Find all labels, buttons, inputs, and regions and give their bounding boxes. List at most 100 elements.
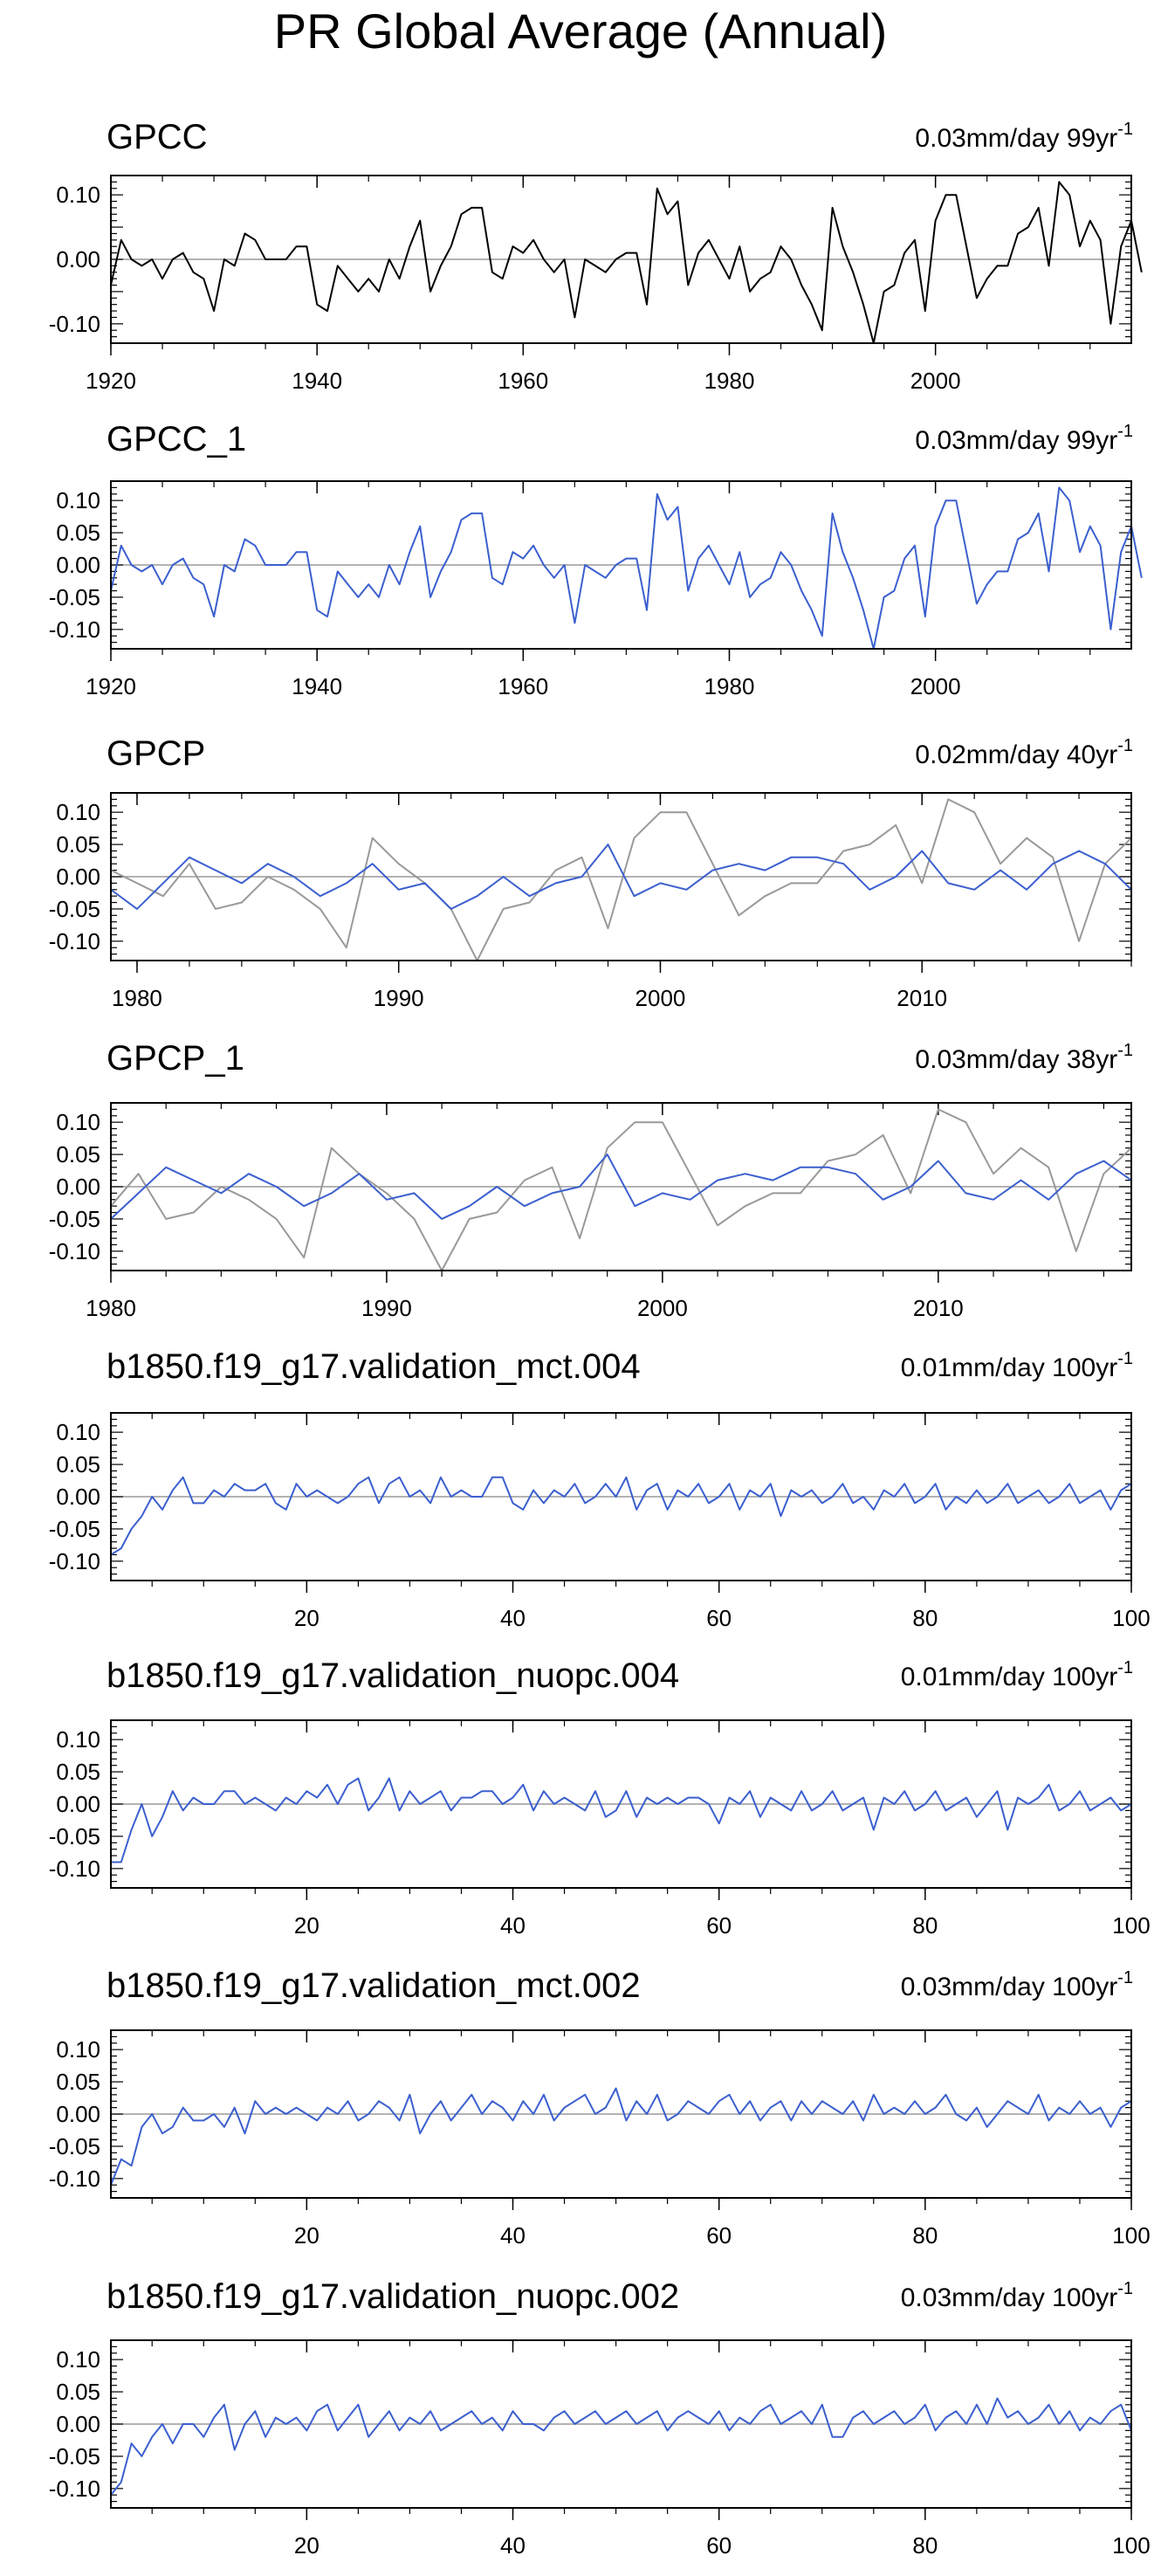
series-line-1 bbox=[110, 798, 1132, 961]
series-line-1 bbox=[110, 2087, 1132, 2186]
trend-label: 0.01mm/day 100yr-1 bbox=[901, 1658, 1133, 1691]
panel-title: GPCP bbox=[106, 734, 205, 773]
trend-value: 0.03mm/day 99yr bbox=[915, 124, 1117, 153]
x-tick-label: 80 bbox=[912, 2532, 938, 2559]
series-line-1 bbox=[111, 1777, 1132, 1863]
x-tick-label: 2000 bbox=[910, 673, 961, 699]
y-tick-label: -0.10 bbox=[49, 616, 100, 643]
y-tick-label: 0.05 bbox=[56, 1451, 100, 1477]
trend-label: 0.01mm/day 100yr-1 bbox=[901, 1349, 1133, 1382]
trend-value: 0.01mm/day 100yr bbox=[901, 1663, 1117, 1691]
y-tick-label: 0.10 bbox=[56, 1109, 100, 1135]
y-tick-label: 0.00 bbox=[56, 864, 100, 890]
y-tick-label: -0.05 bbox=[49, 1516, 100, 1542]
x-tick-label: 100 bbox=[1112, 2532, 1150, 2559]
x-tick-label: 100 bbox=[1112, 1605, 1150, 1631]
x-tick-label: 60 bbox=[706, 1605, 732, 1631]
series-line-2 bbox=[110, 1154, 1132, 1220]
x-tick-label: 40 bbox=[500, 2532, 526, 2559]
trend-label: 0.03mm/day 100yr-1 bbox=[901, 2279, 1133, 2312]
plot-frame bbox=[110, 480, 1132, 650]
x-tick-label: 2010 bbox=[913, 1295, 964, 1321]
x-tick-label: 60 bbox=[706, 2532, 732, 2559]
x-tick-label: 1940 bbox=[292, 673, 342, 699]
y-tick-label: -0.10 bbox=[49, 1238, 100, 1264]
panel-title: b1850.f19_g17.validation_nuopc.002 bbox=[106, 2277, 679, 2316]
chart-panel-1: GPCC 0.03mm/day 99yr-1 0.10 0.00 -0.10 1920 19… bbox=[49, 118, 1143, 394]
x-tick-label: 80 bbox=[912, 2222, 938, 2249]
y-tick-label: 0.05 bbox=[56, 520, 100, 546]
chart-panel-5: b1850.f19_g17.validation_mct.004 0.01mm/d… bbox=[49, 1347, 1151, 1631]
y-tick-label: 0.00 bbox=[56, 552, 100, 578]
trend-exponent: -1 bbox=[1117, 736, 1133, 755]
chart-panel-7: b1850.f19_g17.validation_mct.002 0.03mm/d… bbox=[49, 1966, 1151, 2249]
series-line-2 bbox=[110, 844, 1132, 910]
y-tick-label: -0.10 bbox=[49, 928, 100, 954]
panel-title: b1850.f19_g17.validation_nuopc.004 bbox=[106, 1656, 679, 1695]
plot-frame bbox=[110, 1719, 1132, 1889]
x-tick-label: 1960 bbox=[498, 368, 548, 394]
x-tick-label: 80 bbox=[912, 1605, 938, 1631]
trend-value: 0.01mm/day 100yr bbox=[901, 1353, 1117, 1382]
trend-label: 0.03mm/day 100yr-1 bbox=[901, 1968, 1133, 2001]
trend-label: 0.03mm/day 99yr-1 bbox=[915, 120, 1133, 153]
y-tick-label: 0.00 bbox=[56, 246, 100, 272]
x-tick-label: 20 bbox=[294, 1605, 319, 1631]
y-tick-label: 0.05 bbox=[56, 1759, 100, 1785]
y-tick-label: 0.05 bbox=[56, 2379, 100, 2405]
series-line-1 bbox=[110, 181, 1143, 344]
x-tick-label: 60 bbox=[706, 1912, 732, 1939]
y-tick-label: 0.05 bbox=[56, 1141, 100, 1167]
trend-label: 0.03mm/day 99yr-1 bbox=[915, 422, 1133, 455]
x-tick-label: 100 bbox=[1112, 1912, 1150, 1939]
y-tick-label: 0.10 bbox=[56, 487, 100, 513]
x-tick-label: 1940 bbox=[292, 368, 342, 394]
series-line-1 bbox=[110, 486, 1143, 650]
plot-frame bbox=[110, 1412, 1132, 1581]
chart-panel-4: GPCP_1 0.03mm/day 38yr-1 0.10 0.05 0.00 -0.05… bbox=[49, 1039, 1133, 1321]
x-tick-label: 20 bbox=[294, 1912, 319, 1939]
y-tick-label: -0.10 bbox=[49, 2166, 100, 2192]
y-tick-label: -0.10 bbox=[49, 311, 100, 337]
x-tick-label: 1920 bbox=[86, 368, 136, 394]
trend-exponent: -1 bbox=[1117, 120, 1133, 139]
x-tick-label: 100 bbox=[1112, 2222, 1150, 2249]
x-tick-label: 1980 bbox=[704, 673, 755, 699]
chart-panel-3: GPCP 0.02mm/day 40yr-1 0.10 0.05 0.00 -0.05 -0… bbox=[49, 734, 1133, 1011]
x-tick-label: 20 bbox=[294, 2532, 319, 2559]
y-tick-label: -0.10 bbox=[49, 1548, 100, 1574]
chart-panel-2: GPCC_1 0.03mm/day 99yr-1 0.10 0.05 0.00 -0.05… bbox=[49, 420, 1143, 699]
y-tick-label: 0.10 bbox=[56, 2346, 100, 2373]
x-tick-label: 2010 bbox=[897, 985, 947, 1011]
y-tick-label: 0.10 bbox=[56, 1726, 100, 1753]
x-tick-label: 1980 bbox=[86, 1295, 136, 1321]
y-tick-label: -0.10 bbox=[49, 1856, 100, 1882]
x-tick-label: 2000 bbox=[910, 368, 961, 394]
x-tick-label: 1960 bbox=[498, 673, 548, 699]
series-line-1 bbox=[110, 1476, 1132, 1556]
x-tick-label: 2000 bbox=[637, 1295, 688, 1321]
series-line-1 bbox=[110, 1108, 1132, 1271]
y-tick-label: -0.05 bbox=[49, 896, 100, 922]
x-tick-label: 40 bbox=[500, 1912, 526, 1939]
x-tick-label: 1990 bbox=[374, 985, 424, 1011]
trend-value: 0.03mm/day 100yr bbox=[901, 1973, 1117, 2001]
panel-title: b1850.f19_g17.validation_mct.002 bbox=[106, 1966, 641, 2005]
panel-title: GPCP_1 bbox=[106, 1039, 244, 1078]
x-tick-label: 20 bbox=[294, 2222, 319, 2249]
trend-value: 0.03mm/day 38yr bbox=[915, 1045, 1117, 1074]
trend-exponent: -1 bbox=[1117, 1349, 1133, 1368]
trend-exponent: -1 bbox=[1117, 2279, 1133, 2298]
y-tick-label: 0.10 bbox=[56, 1419, 100, 1445]
y-tick-label: 0.00 bbox=[56, 2411, 100, 2437]
x-tick-label: 60 bbox=[706, 2222, 732, 2249]
x-tick-label: 40 bbox=[500, 1605, 526, 1631]
figure-title: PR Global Average (Annual) bbox=[274, 3, 888, 59]
y-tick-label: 0.05 bbox=[56, 2069, 100, 2095]
y-tick-label: -0.05 bbox=[49, 584, 100, 610]
trend-exponent: -1 bbox=[1117, 1968, 1133, 1987]
series-line-1 bbox=[110, 2397, 1132, 2496]
trend-label: 0.02mm/day 40yr-1 bbox=[915, 736, 1133, 769]
y-tick-label: 0.00 bbox=[56, 2101, 100, 2127]
